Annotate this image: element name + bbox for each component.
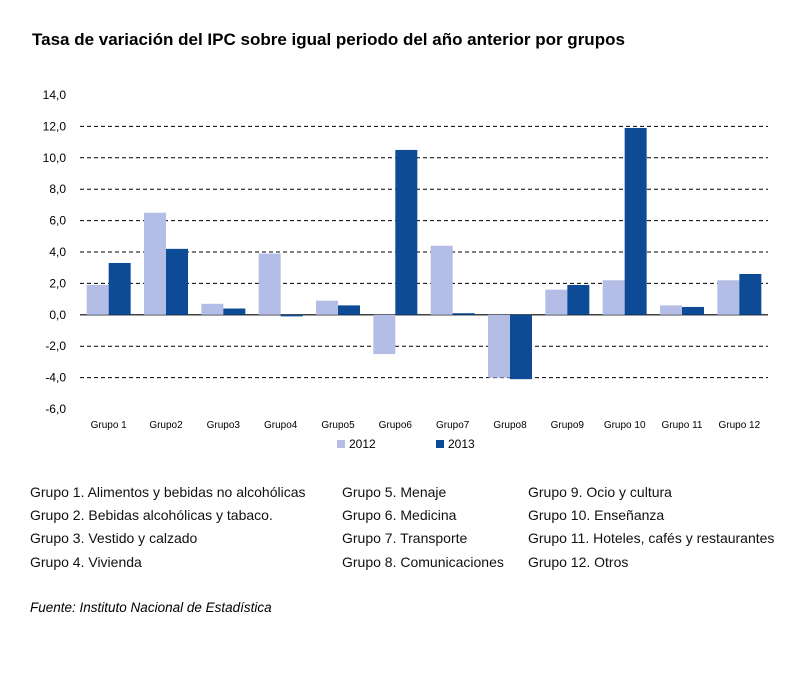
bar-2013-5 xyxy=(338,305,360,315)
legend-label-2012: 2012 xyxy=(349,437,376,451)
bar-2012-10 xyxy=(602,280,625,315)
bar-2012-12 xyxy=(717,280,740,315)
note-grupo-10: Grupo 10. Enseñanza xyxy=(528,507,665,523)
bar-2012-8 xyxy=(488,314,510,378)
bar-2013-7 xyxy=(452,313,475,315)
y-tick-label: 4,0 xyxy=(49,245,66,259)
x-tick-label: Grupo8 xyxy=(493,420,527,431)
bar-2012-7 xyxy=(430,245,453,315)
note-grupo-9: Grupo 9. Ocio y cultura xyxy=(528,484,672,500)
x-tick-label: Grupo6 xyxy=(379,420,413,431)
group-legend-notes: Grupo 1. Alimentos y bebidas no alcohóli… xyxy=(30,480,800,580)
note-grupo-4: Grupo 4. Vivienda xyxy=(30,554,142,570)
bar-2012-9 xyxy=(545,289,568,315)
bar-2012-2 xyxy=(144,212,166,315)
x-tick-label: Grupo7 xyxy=(436,420,470,431)
y-tick-label: 0,0 xyxy=(49,308,66,322)
x-tick-label: Grupo9 xyxy=(551,420,585,431)
x-tick-label: Grupo2 xyxy=(149,420,183,431)
note-grupo-12: Grupo 12. Otros xyxy=(528,554,629,570)
note-grupo-7: Grupo 7. Transporte xyxy=(342,530,468,546)
note-grupo-2: Grupo 2. Bebidas alcohólicas y tabaco. xyxy=(30,507,273,523)
bar-2012-4 xyxy=(258,253,281,315)
bar-2012-11 xyxy=(660,305,682,315)
y-tick-label: 2,0 xyxy=(49,276,66,290)
x-tick-label: Grupo 1 xyxy=(91,420,128,431)
note-grupo-1: Grupo 1. Alimentos y bebidas no alcohóli… xyxy=(30,484,306,500)
y-tick-label: -4,0 xyxy=(45,371,66,385)
source-note: Fuente: Instituto Nacional de Estadístic… xyxy=(30,600,272,615)
legend-swatch-2012 xyxy=(337,440,345,448)
bar-2013-8 xyxy=(510,314,532,380)
x-tick-label: Grupo3 xyxy=(207,420,241,431)
note-grupo-3: Grupo 3. Vestido y calzado xyxy=(30,530,198,546)
bar-2013-3 xyxy=(223,308,246,315)
x-tick-label: Grupo 12 xyxy=(718,420,760,431)
bar-2013-1 xyxy=(108,262,131,315)
bar-2013-4 xyxy=(280,314,303,317)
x-tick-label: Grupo 10 xyxy=(604,420,646,431)
note-grupo-6: Grupo 6. Medicina xyxy=(342,507,457,523)
bar-2013-10 xyxy=(624,127,647,315)
bar-2012-5 xyxy=(316,300,338,315)
note-grupo-5: Grupo 5. Menaje xyxy=(342,484,447,500)
bar-2013-11 xyxy=(682,306,704,315)
y-tick-label: -6,0 xyxy=(45,402,66,416)
bar-2012-1 xyxy=(86,284,109,315)
bar-2013-2 xyxy=(166,248,188,315)
bar-2013-12 xyxy=(739,273,762,315)
chart-title: Tasa de variación del IPC sobre igual pe… xyxy=(32,30,625,49)
y-tick-label: 10,0 xyxy=(43,151,67,165)
bar-chart: 14,0 12,0 10,0 8,0 6,0 4,0 2,0 0,0 -2,0 -4,0 -6,0 G… xyxy=(43,88,768,451)
note-grupo-11: Grupo 11. Hoteles, cafés y restaurantes xyxy=(528,530,775,546)
x-tick-label: Grupo5 xyxy=(321,420,355,431)
y-tick-label: -2,0 xyxy=(45,339,66,353)
y-tick-label: 6,0 xyxy=(49,214,66,228)
y-tick-label: 14,0 xyxy=(43,88,67,102)
bar-2013-9 xyxy=(567,284,590,315)
bar-2012-6 xyxy=(373,314,396,355)
note-grupo-8: Grupo 8. Comunicaciones xyxy=(342,554,504,570)
legend-swatch-2013 xyxy=(436,440,444,448)
x-tick-label: Grupo4 xyxy=(264,420,298,431)
y-tick-label: 8,0 xyxy=(49,182,66,196)
x-tick-label: Grupo 11 xyxy=(662,420,703,431)
bar-2013-6 xyxy=(395,149,418,315)
legend-label-2013: 2013 xyxy=(448,437,475,451)
bar-2012-3 xyxy=(201,303,224,315)
y-tick-label: 12,0 xyxy=(43,119,67,133)
